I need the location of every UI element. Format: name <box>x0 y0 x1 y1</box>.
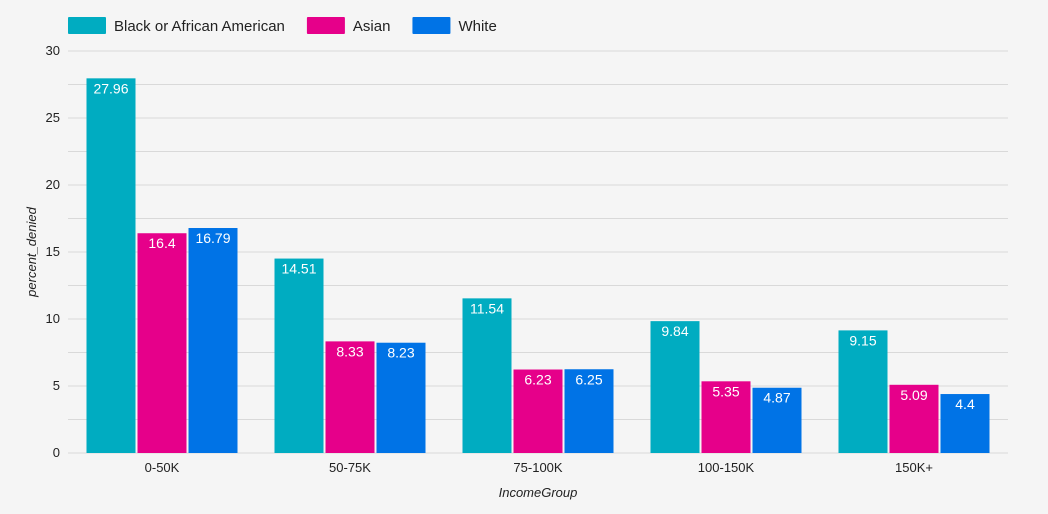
bar <box>752 387 802 453</box>
x-tick-label: 100-150K <box>698 460 755 475</box>
data-label: 4.87 <box>763 390 790 406</box>
data-label: 5.35 <box>712 383 739 399</box>
data-labels: 27.96 16.4 16.79 14.51 8.33 8.23 11.54 6.23 6.25… <box>93 80 974 412</box>
bar <box>564 369 614 453</box>
data-label: 16.79 <box>195 230 230 246</box>
x-axis-title: IncomeGroup <box>499 485 578 500</box>
data-label: 8.23 <box>387 345 414 361</box>
data-label: 27.96 <box>93 80 128 96</box>
legend-label: Asian <box>353 18 391 35</box>
legend-swatch <box>306 17 345 34</box>
bar <box>86 78 136 453</box>
y-tick-label: 25 <box>46 110 60 125</box>
data-label: 16.4 <box>148 235 175 251</box>
y-axis-ticks: 0 5 10 15 20 25 30 <box>46 43 60 460</box>
bar <box>940 394 990 453</box>
bar <box>188 228 238 453</box>
bar <box>325 341 375 453</box>
bar <box>701 381 751 453</box>
bar <box>137 233 187 453</box>
bar <box>650 321 700 453</box>
data-label: 6.23 <box>524 372 551 388</box>
legend-swatch <box>412 17 451 34</box>
y-tick-label: 5 <box>53 378 60 393</box>
data-label: 4.4 <box>955 396 975 412</box>
data-label: 6.25 <box>575 371 602 387</box>
y-tick-label: 30 <box>46 43 60 58</box>
data-label: 8.33 <box>336 343 363 359</box>
bars <box>86 78 990 453</box>
data-label: 14.51 <box>281 261 316 277</box>
data-label: 9.15 <box>849 332 876 348</box>
legend-swatch <box>68 17 106 34</box>
y-tick-label: 15 <box>46 244 60 259</box>
bar <box>513 369 563 453</box>
bar <box>274 258 324 453</box>
legend: Black or African American Asian White <box>68 17 497 35</box>
x-axis-ticks: 0-50K 50-75K 75-100K 100-150K 150K+ <box>145 460 933 475</box>
bar <box>889 384 939 453</box>
y-axis-title: percent_denied <box>24 206 39 297</box>
bar <box>462 298 512 453</box>
bar <box>838 330 888 453</box>
x-tick-label: 150K+ <box>895 460 933 475</box>
legend-label: White <box>458 18 496 35</box>
y-tick-label: 20 <box>46 177 60 192</box>
data-label: 5.09 <box>900 387 927 403</box>
x-tick-label: 0-50K <box>145 460 180 475</box>
y-tick-label: 10 <box>46 311 60 326</box>
bar <box>376 342 426 453</box>
x-tick-label: 75-100K <box>513 460 562 475</box>
data-label: 11.54 <box>470 300 504 316</box>
data-label: 9.84 <box>661 323 688 339</box>
legend-label: Black or African American <box>114 18 285 35</box>
y-tick-label: 0 <box>53 445 60 460</box>
x-tick-label: 50-75K <box>329 460 371 475</box>
